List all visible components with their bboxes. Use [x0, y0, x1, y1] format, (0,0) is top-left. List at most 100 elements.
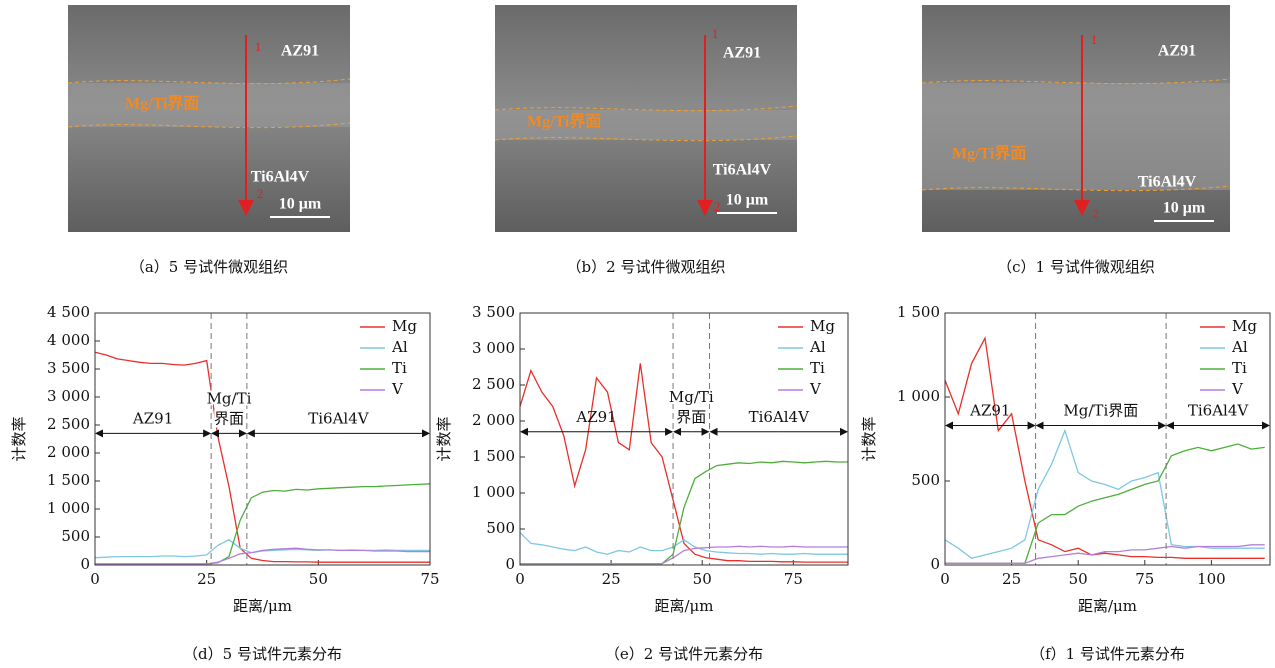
chart-caption: （d）5 号试件元素分布	[183, 645, 342, 663]
image-label: 2	[714, 199, 721, 214]
y-axis-label: 计数率	[10, 416, 28, 461]
x-tick-label: 75	[1135, 570, 1154, 588]
x-tick-label: 75	[784, 570, 803, 588]
interface-layer	[68, 83, 350, 127]
y-axis-label: 计数率	[860, 416, 878, 461]
x-tick-label: 100	[1197, 570, 1226, 588]
image-label: Ti6Al4V	[1138, 174, 1197, 191]
y-tick-label: 1 500	[47, 471, 90, 489]
region-label: AZ91	[969, 402, 1010, 420]
y-tick-label: 3 000	[47, 387, 90, 405]
image-label: 10 μm	[1163, 200, 1206, 217]
y-tick-label: 2 000	[47, 443, 90, 461]
image-label: Ti6Al4V	[713, 162, 772, 179]
legend-label: Al	[1231, 338, 1248, 356]
x-axis-label: 距离/μm	[654, 597, 713, 615]
image-label: 1	[1091, 32, 1098, 47]
x-axis-label: 距离/μm	[1078, 597, 1137, 615]
x-tick-label: 25	[602, 570, 621, 588]
sem-image: AZ91 Mg/Ti界面 Ti6Al4V 10 μm 1 2	[922, 5, 1230, 232]
image-label: Mg/Ti界面	[952, 145, 1026, 163]
x-tick-label: 0	[515, 570, 525, 588]
image-label: 2	[1093, 206, 1100, 221]
sem-image: AZ91 Mg/Ti界面 Ti6Al4V 10 μm 1 2	[68, 5, 350, 232]
image-label: 2	[257, 186, 264, 201]
legend-label: Al	[391, 338, 408, 356]
sem-image: AZ91 Mg/Ti界面 Ti6Al4V 10 μm 1 2	[495, 5, 797, 232]
region-label: 界面	[676, 408, 706, 426]
image-label: 1	[255, 39, 262, 54]
y-tick-label: 3 000	[472, 339, 515, 357]
image-label: AZ91	[723, 45, 761, 62]
image-label: 1	[712, 26, 719, 41]
y-tick-label: 1 000	[897, 387, 940, 405]
x-tick-label: 25	[197, 570, 216, 588]
series-line	[520, 461, 848, 563]
figure: AZ91Mg/Ti界面Ti6Al4V10 μm12（a）5 号试件微观组织AZ9…	[0, 0, 1275, 668]
y-tick-label: 3 500	[472, 303, 515, 321]
region-label: Ti6Al4V	[308, 409, 370, 427]
y-tick-label: 2 500	[472, 375, 515, 393]
region-label: Ti6Al4V	[1188, 402, 1250, 420]
y-tick-label: 500	[61, 527, 90, 545]
image-label: AZ91	[281, 43, 319, 60]
series-line	[95, 540, 430, 558]
legend-label: Ti	[810, 359, 825, 377]
plot-frame	[945, 313, 1270, 565]
x-tick-label: 25	[1002, 570, 1021, 588]
y-tick-label: 2 000	[472, 411, 515, 429]
series-line	[520, 546, 848, 563]
region-label: Mg/Ti	[669, 388, 714, 406]
y-tick-label: 500	[911, 471, 940, 489]
legend-label: Ti	[392, 359, 407, 377]
legend-label: Mg	[392, 317, 417, 335]
series-line	[95, 352, 430, 562]
image-caption: （b）2 号试件微观组织	[567, 258, 726, 276]
y-tick-label: 1 000	[47, 499, 90, 517]
plot-frame	[95, 313, 430, 565]
chart-caption: （f）1 号试件元素分布	[1030, 645, 1185, 663]
x-axis-label: 距离/μm	[233, 597, 292, 615]
legend-label: Mg	[1232, 317, 1257, 335]
x-tick-label: 50	[309, 570, 328, 588]
y-axis-label: 计数率	[435, 416, 453, 461]
image-caption: （a）5 号试件微观组织	[130, 258, 288, 276]
y-tick-label: 3 500	[47, 359, 90, 377]
y-tick-label: 4 500	[47, 303, 90, 321]
y-tick-label: 500	[486, 519, 515, 537]
y-tick-label: 0	[930, 555, 940, 573]
image-label: 10 μm	[726, 192, 769, 209]
x-tick-label: 0	[940, 570, 950, 588]
y-tick-label: 4 000	[47, 331, 90, 349]
series-line	[945, 444, 1265, 563]
y-tick-label: 2 500	[47, 415, 90, 433]
region-label: AZ91	[132, 409, 173, 427]
x-tick-label: 0	[90, 570, 100, 588]
legend-label: V	[809, 380, 822, 398]
x-tick-label: 50	[693, 570, 712, 588]
image-label: Mg/Ti界面	[125, 95, 199, 113]
legend-label: Mg	[810, 317, 835, 335]
region-label: 界面	[214, 409, 244, 427]
image-label: 10 μm	[279, 196, 322, 213]
legend-label: Ti	[1232, 359, 1247, 377]
legend-label: V	[391, 380, 404, 398]
legend-label: V	[1231, 380, 1244, 398]
region-label: AZ91	[575, 408, 616, 426]
series-line	[945, 338, 1265, 558]
plot-frame	[520, 313, 848, 565]
image-label: Ti6Al4V	[251, 169, 310, 186]
y-tick-label: 1 000	[472, 483, 515, 501]
region-label: Mg/Ti	[207, 389, 252, 407]
image-label: Mg/Ti界面	[527, 113, 601, 131]
y-tick-label: 0	[80, 555, 90, 573]
legend-label: Al	[809, 338, 826, 356]
image-label: AZ91	[1158, 43, 1196, 60]
x-tick-label: 50	[1069, 570, 1088, 588]
region-label: Mg/Ti界面	[1063, 402, 1138, 420]
y-tick-label: 0	[505, 555, 515, 573]
region-label: Ti6Al4V	[749, 408, 811, 426]
x-tick-label: 75	[420, 570, 439, 588]
image-caption: （c）1 号试件微观组织	[997, 258, 1155, 276]
y-tick-label: 1 500	[472, 447, 515, 465]
